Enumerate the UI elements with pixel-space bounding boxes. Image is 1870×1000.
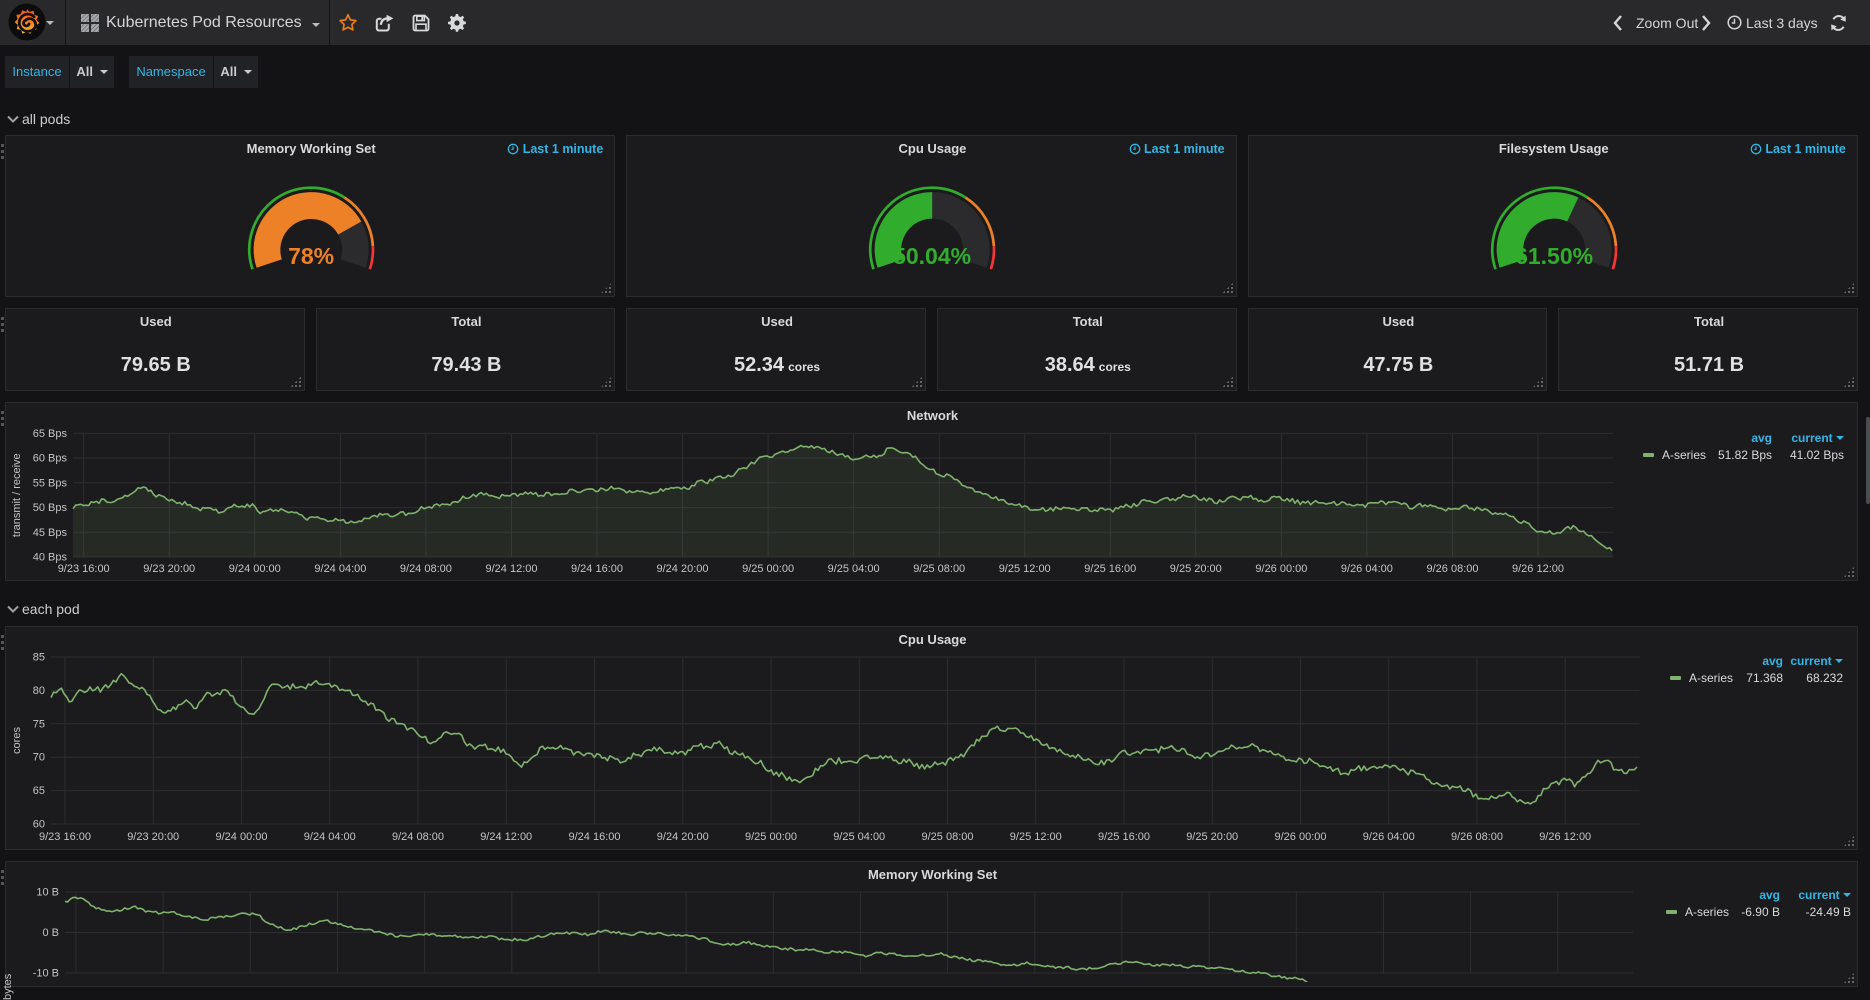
svg-text:9/24 12:00: 9/24 12:00 bbox=[486, 563, 538, 575]
svg-text:9/24 04:00: 9/24 04:00 bbox=[304, 831, 356, 843]
svg-text:9/26 04:00: 9/26 04:00 bbox=[1341, 563, 1393, 575]
svg-text:9/24 08:00: 9/24 08:00 bbox=[392, 831, 444, 843]
svg-text:65: 65 bbox=[33, 785, 45, 797]
svg-text:9/24 16:00: 9/24 16:00 bbox=[571, 563, 623, 575]
svg-text:9/25 20:00: 9/25 20:00 bbox=[1170, 563, 1222, 575]
svg-text:9/24 20:00: 9/24 20:00 bbox=[657, 563, 709, 575]
svg-text:0 B: 0 B bbox=[42, 927, 59, 939]
svg-text:9/25 04:00: 9/25 04:00 bbox=[828, 563, 880, 575]
svg-text:9/26 04:00: 9/26 04:00 bbox=[1363, 831, 1415, 843]
svg-text:transmit / receive: transmit / receive bbox=[11, 453, 23, 537]
svg-text:45 Bps: 45 Bps bbox=[33, 527, 68, 539]
svg-text:80: 80 bbox=[33, 685, 45, 697]
svg-text:9/25 16:00: 9/25 16:00 bbox=[1098, 831, 1150, 843]
svg-text:75: 75 bbox=[33, 718, 45, 730]
svg-text:9/26 08:00: 9/26 08:00 bbox=[1427, 563, 1479, 575]
svg-text:9/26 00:00: 9/26 00:00 bbox=[1255, 563, 1307, 575]
svg-text:9/25 08:00: 9/25 08:00 bbox=[913, 563, 965, 575]
svg-text:65 Bps: 65 Bps bbox=[33, 428, 68, 440]
svg-text:9/25 08:00: 9/25 08:00 bbox=[922, 831, 974, 843]
svg-text:50.04%: 50.04% bbox=[893, 243, 971, 269]
svg-text:9/24 04:00: 9/24 04:00 bbox=[314, 563, 366, 575]
svg-text:9/23 20:00: 9/23 20:00 bbox=[127, 831, 179, 843]
svg-text:55 Bps: 55 Bps bbox=[33, 477, 68, 489]
svg-text:60 Bps: 60 Bps bbox=[33, 453, 68, 465]
svg-text:9/26 12:00: 9/26 12:00 bbox=[1539, 831, 1591, 843]
svg-text:9/23 16:00: 9/23 16:00 bbox=[39, 831, 91, 843]
svg-text:9/23 20:00: 9/23 20:00 bbox=[143, 563, 195, 575]
svg-text:-10 B: -10 B bbox=[33, 968, 59, 980]
svg-text:9/25 12:00: 9/25 12:00 bbox=[999, 563, 1051, 575]
svg-text:9/24 08:00: 9/24 08:00 bbox=[400, 563, 452, 575]
svg-text:10 B: 10 B bbox=[36, 887, 59, 899]
svg-text:60: 60 bbox=[33, 819, 45, 831]
svg-text:9/25 00:00: 9/25 00:00 bbox=[745, 831, 797, 843]
svg-text:85: 85 bbox=[33, 652, 45, 664]
svg-text:9/26 08:00: 9/26 08:00 bbox=[1451, 831, 1503, 843]
svg-text:9/23 16:00: 9/23 16:00 bbox=[58, 563, 110, 575]
svg-text:50 Bps: 50 Bps bbox=[33, 502, 68, 514]
svg-text:9/25 12:00: 9/25 12:00 bbox=[1010, 831, 1062, 843]
svg-text:9/26 12:00: 9/26 12:00 bbox=[1512, 563, 1564, 575]
svg-text:9/24 16:00: 9/24 16:00 bbox=[569, 831, 621, 843]
svg-text:70: 70 bbox=[33, 752, 45, 764]
svg-text:9/25 20:00: 9/25 20:00 bbox=[1186, 831, 1238, 843]
svg-text:78%: 78% bbox=[288, 243, 334, 269]
svg-text:9/25 00:00: 9/25 00:00 bbox=[742, 563, 794, 575]
svg-text:9/26 00:00: 9/26 00:00 bbox=[1275, 831, 1327, 843]
svg-text:9/24 00:00: 9/24 00:00 bbox=[216, 831, 268, 843]
svg-text:9/24 12:00: 9/24 12:00 bbox=[480, 831, 532, 843]
svg-text:61.50%: 61.50% bbox=[1515, 243, 1593, 269]
svg-text:9/24 20:00: 9/24 20:00 bbox=[657, 831, 709, 843]
svg-text:cores: cores bbox=[11, 727, 23, 754]
svg-text:9/24 00:00: 9/24 00:00 bbox=[229, 563, 281, 575]
svg-text:9/25 04:00: 9/25 04:00 bbox=[833, 831, 885, 843]
svg-text:9/25 16:00: 9/25 16:00 bbox=[1084, 563, 1136, 575]
svg-text:40 Bps: 40 Bps bbox=[33, 552, 68, 564]
